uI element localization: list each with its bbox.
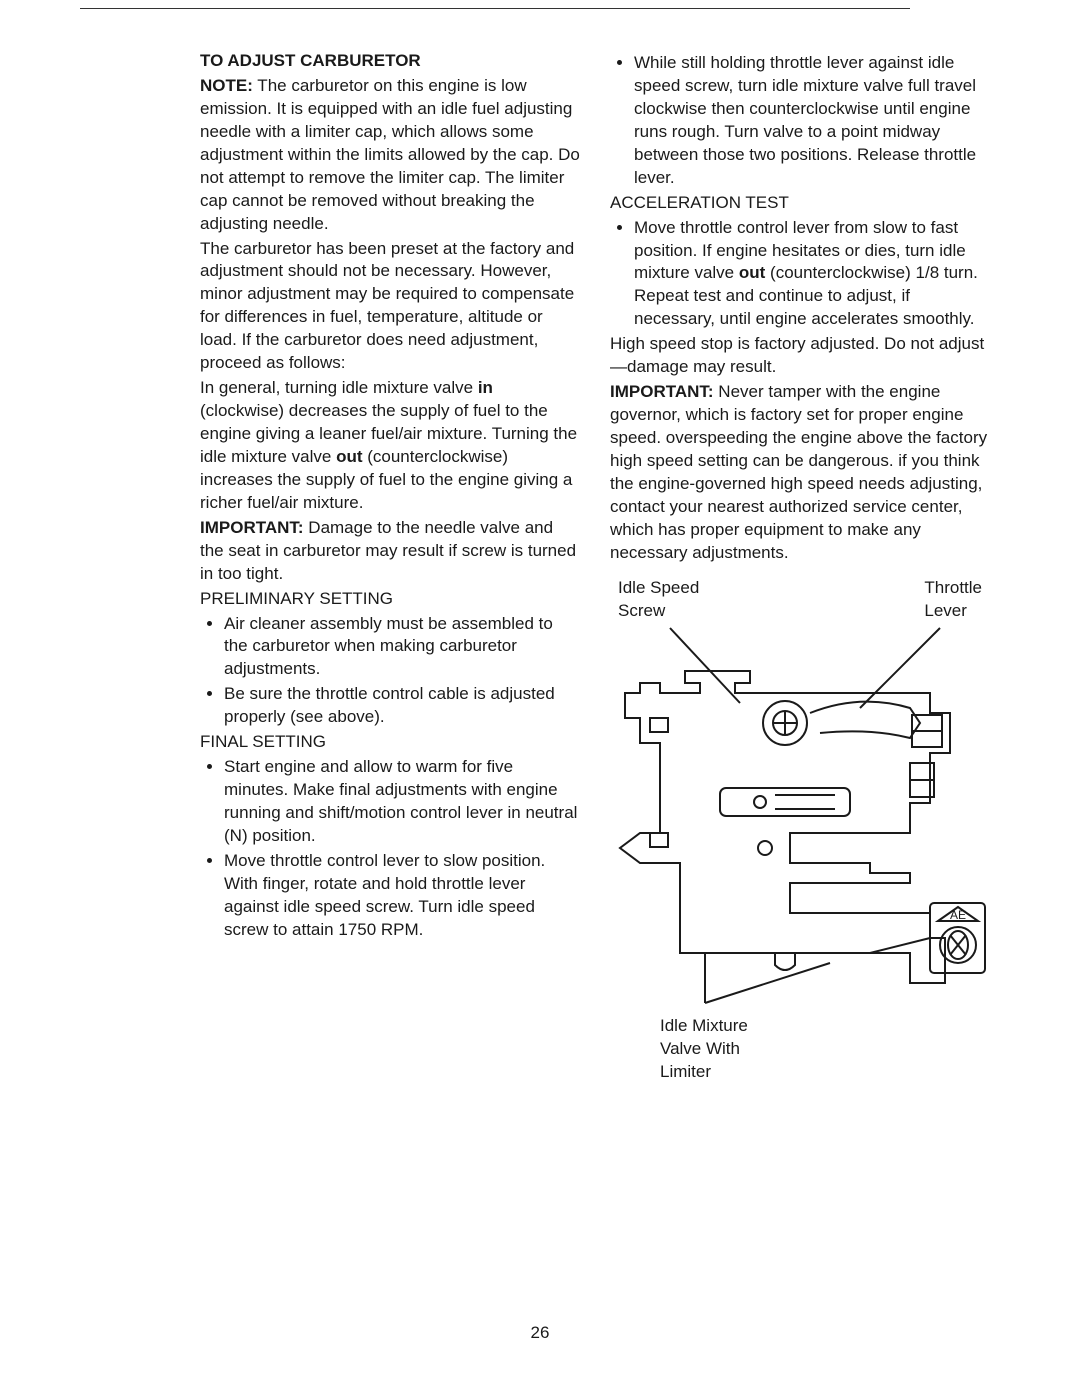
- final-setting-heading: FINAL SETTING: [200, 731, 580, 754]
- carburetor-figure: Idle Speed Screw Throttle Lever: [610, 577, 990, 1085]
- right-top-list: While still holding throttle lever again…: [610, 52, 990, 190]
- right-li1: While still holding throttle lever again…: [634, 52, 990, 190]
- p3d-out: out: [336, 447, 362, 466]
- li2b-out: out: [739, 263, 765, 282]
- label-idle-speed-screw: Idle Speed Screw: [618, 577, 699, 623]
- top-rule-1: [80, 8, 910, 9]
- important-label-2: IMPORTANT:: [610, 382, 714, 401]
- accel-test-heading: ACCELERATION TEST: [610, 192, 990, 215]
- note-paragraph: NOTE: The carburetor on this engine is l…: [200, 75, 580, 236]
- page-number: 26: [0, 1323, 1080, 1343]
- label-throttle-lever: Throttle Lever: [924, 577, 982, 623]
- prelim-li2: Be sure the throttle control cable is ad…: [224, 683, 580, 729]
- mixture-valve-paragraph: In general, turning idle mixture valve i…: [200, 377, 580, 515]
- final-list: Start engine and allow to warm for five …: [200, 756, 580, 942]
- factory-preset-paragraph: The carburetor has been preset at the fa…: [200, 238, 580, 376]
- important-label-1: IMPORTANT:: [200, 518, 304, 537]
- p3a: In general, turning idle mixture valve: [200, 378, 478, 397]
- left-column: TO ADJUST CARBURETOR NOTE: The carbureto…: [200, 50, 580, 1084]
- prelim-li1: Air cleaner assembly must be assembled t…: [224, 613, 580, 682]
- high-speed-paragraph: High speed stop is factory adjusted. Do …: [610, 333, 990, 379]
- label-idle-mixture-valve: Idle Mixture Valve With Limiter: [660, 1015, 990, 1084]
- note-label: NOTE:: [200, 76, 253, 95]
- important-text-2: Never tamper with the engine governor, w…: [610, 382, 987, 562]
- prelim-list: Air cleaner assembly must be assembled t…: [200, 613, 580, 730]
- figure-top-labels: Idle Speed Screw Throttle Lever: [610, 577, 990, 623]
- two-column-layout: TO ADJUST CARBURETOR NOTE: The carbureto…: [200, 50, 990, 1084]
- final-li1: Start engine and allow to warm for five …: [224, 756, 580, 848]
- right-column: While still holding throttle lever again…: [610, 50, 990, 1084]
- figure-svg-wrap: AE: [610, 623, 990, 1020]
- accel-li: Move throttle control lever from slow to…: [634, 217, 990, 332]
- p3b-in: in: [478, 378, 493, 397]
- accel-list: Move throttle control lever from slow to…: [610, 217, 990, 332]
- svg-text:AE: AE: [950, 908, 966, 922]
- important-damage-paragraph: IMPORTANT: Damage to the needle valve an…: [200, 517, 580, 586]
- final-li2: Move throttle control lever to slow posi…: [224, 850, 580, 942]
- prelim-setting-heading: PRELIMINARY SETTING: [200, 588, 580, 611]
- note-text: The carburetor on this engine is low emi…: [200, 76, 580, 233]
- heading-adjust-carburetor: TO ADJUST CARBURETOR: [200, 50, 580, 73]
- important-governor-paragraph: IMPORTANT: Never tamper with the engine …: [610, 381, 990, 565]
- carburetor-diagram-icon: AE: [610, 623, 990, 1013]
